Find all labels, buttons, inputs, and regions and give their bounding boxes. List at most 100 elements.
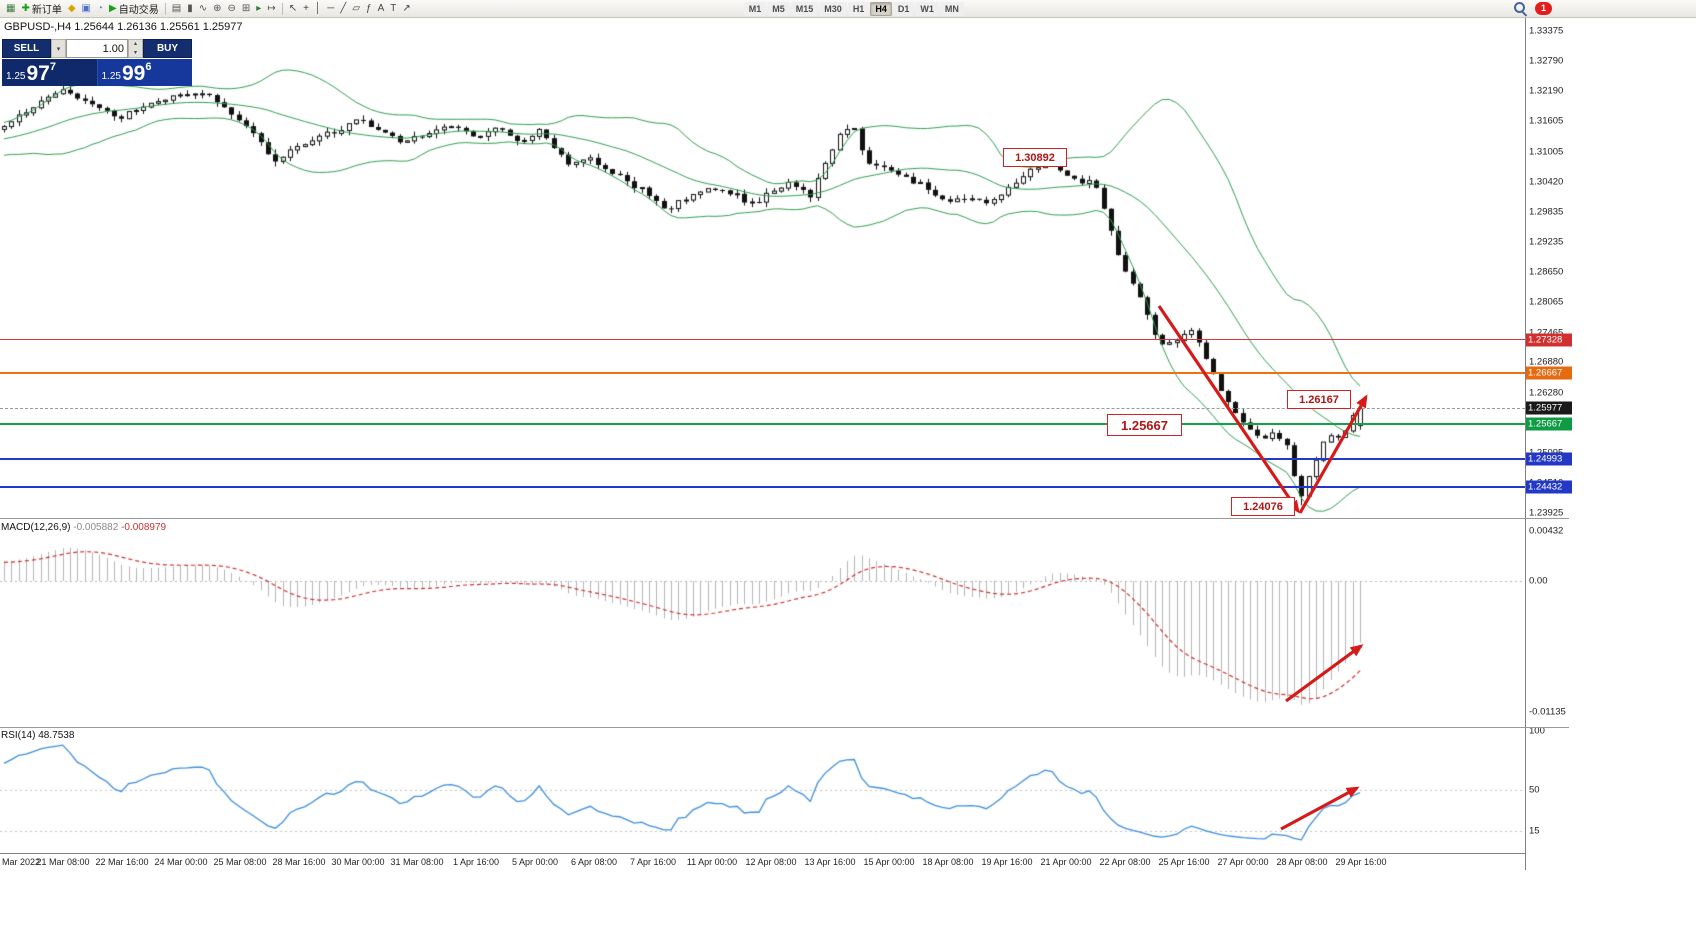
price-callout-1.30892[interactable]: 1.30892: [1003, 148, 1067, 167]
crosshair-icon-button[interactable]: +: [300, 1, 312, 16]
rsi-indicator-label: RSI(14) 48.7538: [1, 730, 74, 741]
sell-button[interactable]: SELL: [2, 39, 51, 58]
profiles-icon-button[interactable]: ▣: [79, 1, 94, 16]
macd-main-value: -0.005882: [73, 522, 119, 533]
zoom-out-icon: ⊖: [227, 2, 236, 14]
horizontal-line-icon: ─: [327, 2, 335, 14]
time-axis[interactable]: Mar 2022 21 Mar 08:00 22 Mar 16:00 24 Mar 0…: [0, 853, 1569, 871]
tile-windows-icon-button[interactable]: ⊞: [239, 1, 253, 16]
time-axis-label: 15 Apr 00:00: [863, 857, 915, 867]
timeframe-h1[interactable]: H1: [847, 1, 870, 16]
price-axis-tick: 1.30420: [1529, 176, 1564, 188]
buy-button[interactable]: BUY: [143, 39, 192, 58]
timeframe-mn[interactable]: MN: [939, 1, 964, 16]
sell-price-prefix: 1.25: [6, 71, 26, 82]
fibonacci-icon-button[interactable]: ƒ: [363, 1, 375, 16]
horizontal-line-1.27328[interactable]: [0, 339, 1525, 341]
volume-dropdown-icon[interactable]: ▾: [51, 39, 66, 58]
bar-chart-icon: ▤: [171, 2, 182, 14]
timeframe-w1[interactable]: W1: [915, 1, 939, 16]
price-axis-tick: 1.23925: [1529, 507, 1564, 519]
new-order-button[interactable]: ✚ 新订单: [18, 1, 64, 17]
sell-price-big: 97: [26, 62, 50, 85]
refresh-icon-button[interactable]: ◔: [94, 1, 106, 16]
horizontal-line-1.24432[interactable]: [0, 486, 1525, 489]
chart-window: GBPUSD-,H4 1.25644 1.26136 1.25561 1.259…: [0, 17, 1696, 943]
new-chart-icon-button[interactable]: ▦: [3, 1, 18, 16]
macd-signal-value: -0.008979: [121, 522, 167, 533]
buy-price-display[interactable]: 1.25 99 6: [97, 59, 192, 86]
time-axis-label: 12 Apr 08:00: [745, 857, 797, 867]
rsi-scale-label: 15: [1529, 825, 1540, 837]
vertical-line-icon: │: [314, 2, 322, 14]
macd-indicator-label: MACD(12,26,9) -0.005882 -0.008979: [1, 522, 166, 533]
buy-price-big: 99: [121, 62, 146, 85]
timeframe-m30[interactable]: M30: [819, 1, 847, 16]
macd-panel-separator[interactable]: [0, 518, 1569, 519]
label-icon-button[interactable]: T: [387, 1, 399, 16]
cursor-icon-button[interactable]: ↖: [286, 1, 300, 16]
volume-spinner[interactable]: ▴ ▾: [128, 39, 143, 58]
notification-badge[interactable]: 1: [1535, 2, 1552, 15]
search-icon[interactable]: [1514, 2, 1527, 15]
time-axis-label: 7 Apr 16:00: [629, 857, 677, 867]
auto-scroll-icon: ▸: [256, 2, 262, 14]
time-axis-label: 24 Mar 00:00: [154, 857, 208, 867]
toolbar-button-groups: ▦ ✚ 新订单 ◆ ▣ ◔ ▶ 自动交易 ▤ ▮ ∿ ⊕ ⊖ ⊞ ▸ ↦ ↖ + │ ─ ╱ ▱ ƒ A T ↗: [3, 1, 414, 16]
arrows-icon: ↗: [402, 2, 411, 14]
cursor-icon: ↖: [288, 2, 298, 14]
channel-icon-button[interactable]: ▱: [349, 1, 363, 16]
sell-price-display[interactable]: 1.25 97 7: [2, 59, 98, 86]
text-icon-button[interactable]: A: [375, 1, 388, 16]
macd-name: MACD(12,26,9): [1, 522, 71, 533]
horizontal-line-1.24993[interactable]: [0, 457, 1525, 460]
auto-scroll-icon-button[interactable]: ▸: [253, 1, 264, 16]
time-axis-label: 1 Apr 16:00: [452, 857, 500, 867]
volume-input[interactable]: [66, 39, 128, 58]
line-chart-icon: ∿: [198, 2, 208, 14]
chart-shift-icon-button[interactable]: ↦: [264, 1, 278, 16]
channel-icon: ▱: [352, 2, 361, 14]
rsi-panel-separator[interactable]: [0, 727, 1569, 728]
horizontal-line-1.25977[interactable]: [0, 407, 1525, 409]
spinner-down-icon[interactable]: ▾: [133, 49, 137, 56]
timeframe-h4[interactable]: H4: [870, 1, 892, 16]
timeframe-buttons: M1 M5 M15 M30 H1 H4 D1 W1 MN: [743, 1, 964, 16]
price-callout-1.26167[interactable]: 1.26167: [1287, 390, 1351, 409]
new-order-label: 新订单: [31, 5, 62, 16]
spinner-up-icon[interactable]: ▴: [133, 41, 137, 47]
fibonacci-icon: ƒ: [366, 2, 372, 14]
price-axis[interactable]: 1.33375 1.32790 1.32190 1.31605 1.31005 1.304…: [1525, 17, 1572, 870]
zoom-out-icon-button[interactable]: ⊖: [225, 1, 239, 16]
price-callout-1.25667[interactable]: 1.25667: [1107, 414, 1182, 436]
line-chart-icon-button[interactable]: ∿: [196, 1, 210, 16]
timeframe-m5[interactable]: M5: [767, 1, 790, 16]
autotrading-button[interactable]: ▶ 自动交易: [106, 1, 162, 17]
zoom-in-icon-button[interactable]: ⊕: [210, 1, 224, 16]
refresh-icon: ◔: [97, 2, 104, 14]
rsi-name: RSI(14): [1, 730, 36, 741]
vertical-line-icon-button[interactable]: │: [312, 1, 324, 16]
price-callout-1.24076[interactable]: 1.24076: [1231, 497, 1295, 516]
price-axis-tick: 1.33375: [1529, 25, 1564, 37]
tile-windows-icon: ⊞: [241, 2, 251, 14]
arrows-icon-button[interactable]: ↗: [399, 1, 413, 16]
candlestick-chart-icon-button[interactable]: ▮: [184, 1, 196, 16]
price-axis-tick: 1.29235: [1529, 236, 1564, 248]
trendline-icon-button[interactable]: ╱: [337, 1, 349, 16]
timeframe-m15[interactable]: M15: [790, 1, 819, 16]
timeframe-d1[interactable]: D1: [892, 1, 915, 16]
trendline-icon: ╱: [340, 2, 347, 14]
toolbar-right: 1: [1514, 2, 1552, 15]
seal-icon: ◆: [67, 2, 76, 14]
time-axis-label: Mar 2022: [2, 857, 41, 867]
chart-plot-area[interactable]: GBPUSD-,H4 1.25644 1.26136 1.25561 1.259…: [0, 17, 1525, 853]
horizontal-line-1.26667[interactable]: [0, 372, 1525, 375]
bar-chart-icon-button[interactable]: ▤: [169, 1, 184, 16]
time-axis-label: 21 Apr 00:00: [1040, 857, 1092, 867]
horizontal-line-1.25667[interactable]: [0, 423, 1525, 426]
seal-icon-button[interactable]: ◆: [65, 1, 79, 16]
timeframe-m1[interactable]: M1: [743, 1, 767, 16]
horizontal-line-icon-button[interactable]: ─: [324, 1, 337, 16]
time-axis-label: 30 Mar 00:00: [331, 857, 385, 867]
